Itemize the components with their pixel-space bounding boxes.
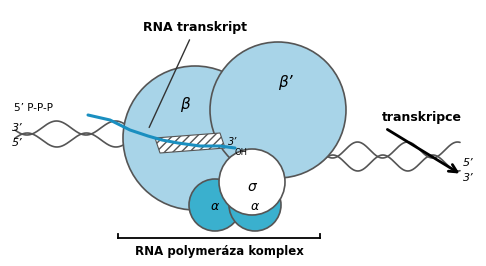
Text: 3’: 3’: [228, 137, 237, 147]
Text: σ: σ: [248, 180, 257, 194]
Text: β’: β’: [278, 74, 292, 89]
Text: 5’: 5’: [463, 158, 474, 168]
Text: 5’: 5’: [12, 138, 23, 148]
Circle shape: [219, 149, 285, 215]
Text: RNA transkript: RNA transkript: [143, 22, 247, 127]
Circle shape: [123, 66, 267, 210]
Polygon shape: [155, 133, 225, 153]
Text: RNA polymeráza komplex: RNA polymeráza komplex: [135, 244, 303, 257]
Circle shape: [189, 179, 241, 231]
Text: α: α: [211, 201, 219, 214]
Text: 3’: 3’: [463, 173, 474, 183]
Text: β: β: [180, 98, 190, 113]
Text: α: α: [251, 201, 259, 214]
Text: OH: OH: [234, 148, 247, 157]
Circle shape: [229, 179, 281, 231]
Text: 3’: 3’: [12, 123, 23, 133]
Circle shape: [210, 42, 346, 178]
Text: transkripce: transkripce: [382, 111, 462, 124]
Text: 5’ P-P-P: 5’ P-P-P: [14, 103, 53, 113]
